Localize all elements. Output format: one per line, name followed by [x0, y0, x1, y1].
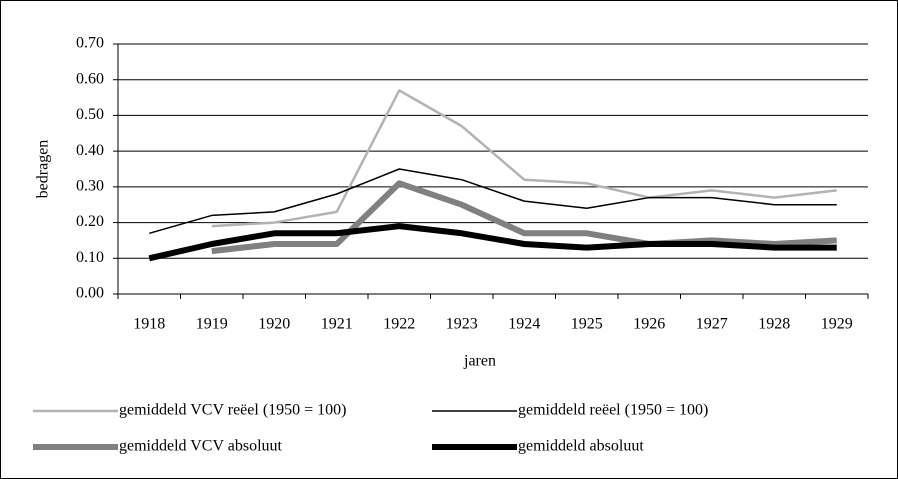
- x-tick-label: 1926: [633, 316, 665, 333]
- y-tick-label: 0.40: [76, 142, 104, 159]
- series-line: [149, 168, 837, 235]
- x-tick-label: 1918: [133, 316, 165, 333]
- x-axis-label: jaren: [463, 353, 496, 370]
- y-tick-label: 0.70: [76, 35, 104, 52]
- y-tick-label: 0.30: [76, 178, 104, 195]
- y-axis-label: bedragen: [35, 140, 52, 199]
- x-tick-label: 1925: [571, 316, 603, 333]
- legend-label: gemiddeld reëel (1950 = 100): [518, 402, 708, 419]
- series-line: [148, 223, 837, 262]
- x-tick-label: 1920: [258, 316, 290, 333]
- legend-label: gemiddeld absoluut: [518, 438, 644, 455]
- x-tick-label: 1923: [446, 316, 478, 333]
- legend-label: gemiddeld VCV absoluut: [119, 438, 283, 455]
- x-tick-label: 1929: [821, 316, 853, 333]
- x-tick-label: 1921: [321, 316, 353, 333]
- y-tick-label: 0.60: [76, 70, 104, 87]
- y-tick-label: 0.50: [76, 106, 104, 123]
- y-tick-label: 0.10: [76, 249, 104, 266]
- x-tick-label: 1928: [758, 316, 790, 333]
- x-tick-label: 1919: [196, 316, 228, 333]
- x-tick-label: 1927: [696, 316, 728, 333]
- series-line: [211, 180, 837, 255]
- y-tick-label: 0.20: [76, 213, 104, 230]
- series-line: [211, 89, 837, 228]
- y-tick-label: 0.00: [76, 285, 104, 302]
- legend-label: gemiddeld VCV reëel (1950 = 100): [119, 402, 347, 419]
- x-tick-label: 1924: [508, 316, 540, 333]
- x-tick-label: 1922: [383, 316, 415, 333]
